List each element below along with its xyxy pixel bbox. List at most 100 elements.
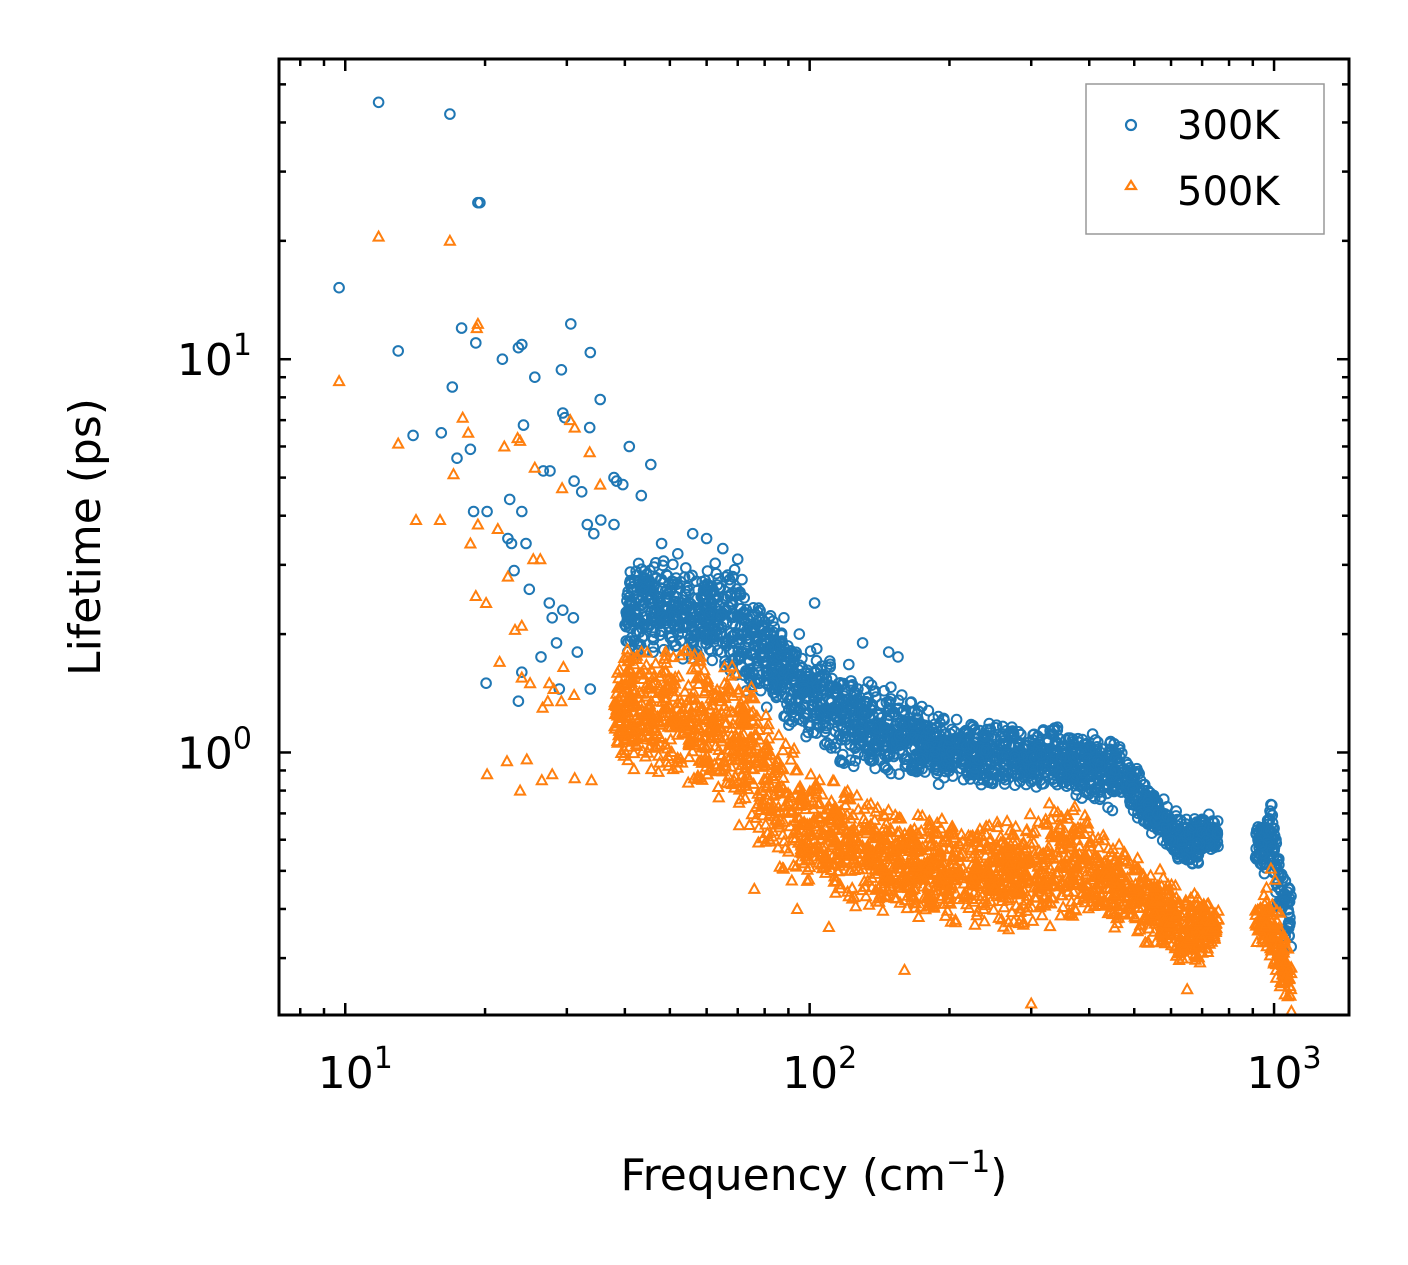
300k-data-point bbox=[746, 679, 759, 691]
300k-data-point bbox=[644, 592, 656, 604]
300k-data-point bbox=[696, 589, 709, 602]
300k-data-point bbox=[565, 318, 577, 330]
300k-data-point bbox=[752, 655, 765, 667]
300k-data-point bbox=[976, 767, 988, 779]
300k-data-point bbox=[594, 393, 607, 406]
300k-data-point bbox=[919, 766, 931, 778]
300k-data-point bbox=[788, 710, 801, 722]
300k-data-point bbox=[568, 475, 580, 487]
300k-data-point bbox=[512, 341, 525, 354]
300k-data-point bbox=[778, 612, 790, 624]
300k-data-point bbox=[517, 419, 530, 431]
300k-data-point bbox=[583, 421, 596, 434]
300k-data-point bbox=[710, 567, 723, 580]
300k-data-point bbox=[703, 643, 716, 656]
300k-data-point bbox=[1183, 828, 1195, 841]
300k-data-point bbox=[703, 608, 716, 620]
300k-data-point bbox=[470, 337, 482, 349]
300k-data-point bbox=[529, 371, 541, 384]
300k-data-point bbox=[1258, 852, 1271, 865]
300k-data-point bbox=[826, 672, 838, 685]
300k-data-point bbox=[661, 595, 673, 608]
300k-data-point bbox=[608, 518, 620, 531]
300k-data-point bbox=[648, 580, 660, 593]
300k-data-point bbox=[661, 583, 674, 596]
300k-data-point bbox=[516, 666, 528, 679]
300k-data-point bbox=[688, 630, 700, 643]
300k-data-point bbox=[505, 537, 518, 550]
300k-data-point bbox=[802, 719, 815, 732]
300k-data-point bbox=[739, 607, 751, 620]
300k-data-point bbox=[983, 717, 996, 730]
300k-data-point bbox=[581, 518, 594, 531]
300k-data-point bbox=[700, 532, 713, 545]
300k-data-point bbox=[1104, 735, 1117, 748]
300k-data-point bbox=[882, 646, 895, 658]
300k-data-point bbox=[804, 645, 817, 658]
300k-data-point bbox=[740, 666, 753, 679]
300k-data-point bbox=[1070, 789, 1082, 801]
300k-data-point bbox=[544, 465, 556, 477]
300k-data-point bbox=[843, 658, 855, 671]
data-points-layer bbox=[332, 96, 1298, 1015]
300k-data-point bbox=[816, 680, 828, 693]
300k-data-point bbox=[808, 597, 821, 609]
300k-data-point bbox=[535, 651, 547, 663]
300k-data-point bbox=[372, 96, 385, 109]
300k-data-point bbox=[686, 527, 699, 540]
300k-data-point bbox=[702, 596, 714, 608]
300k-data-point bbox=[738, 592, 751, 604]
300k-data-point bbox=[645, 458, 657, 471]
300k-data-point bbox=[668, 576, 680, 588]
300k-data-point bbox=[674, 576, 687, 588]
300k-data-point bbox=[932, 778, 945, 791]
300k-data-point bbox=[847, 760, 860, 773]
300k-data-point bbox=[1264, 825, 1277, 837]
300k-data-point bbox=[435, 427, 448, 439]
300k-data-point bbox=[990, 753, 1002, 766]
300k-data-point bbox=[638, 576, 651, 589]
300k-data-point bbox=[523, 583, 536, 596]
300k-data-point bbox=[496, 353, 509, 366]
300k-data-point bbox=[1094, 793, 1106, 806]
300k-data-point bbox=[807, 698, 820, 711]
300k-data-point bbox=[630, 565, 642, 578]
300k-data-point bbox=[1264, 807, 1277, 820]
300k-data-point bbox=[481, 505, 493, 518]
300k-data-point bbox=[1049, 735, 1062, 748]
300k-data-point bbox=[829, 742, 842, 754]
300k-data-point bbox=[1022, 751, 1034, 764]
300k-data-point bbox=[849, 755, 862, 767]
300k-data-point bbox=[992, 770, 1005, 783]
300k-data-point bbox=[455, 322, 468, 334]
300k-data-point bbox=[852, 683, 864, 695]
300k-data-point bbox=[617, 478, 629, 491]
300k-data-point bbox=[588, 527, 600, 540]
300k-data-point bbox=[584, 683, 597, 695]
300k-data-point bbox=[1102, 801, 1114, 814]
300k-data-point bbox=[1257, 823, 1270, 835]
300k-data-point bbox=[503, 493, 516, 506]
300k-data-point bbox=[1191, 851, 1204, 863]
300k-data-point bbox=[811, 642, 823, 655]
300k-data-point bbox=[624, 566, 637, 578]
300k-data-point bbox=[451, 452, 463, 465]
300k-data-point bbox=[1182, 824, 1195, 837]
300k-data-point bbox=[655, 537, 668, 550]
300k-data-point bbox=[829, 725, 842, 738]
300k-data-point bbox=[834, 755, 846, 768]
300k-data-point bbox=[856, 637, 869, 649]
300k-data-point bbox=[1127, 805, 1140, 817]
300k-data-point bbox=[654, 595, 667, 608]
300k-data-point bbox=[464, 443, 477, 456]
300k-data-point bbox=[557, 604, 569, 617]
300k-data-point bbox=[1047, 724, 1060, 737]
300k-data-point bbox=[657, 559, 669, 572]
300k-data-point bbox=[1192, 855, 1204, 868]
300k-data-point bbox=[810, 672, 822, 684]
300k-data-point bbox=[672, 548, 684, 560]
300k-data-point bbox=[793, 628, 806, 640]
300k-data-point bbox=[516, 505, 528, 518]
300k-data-point bbox=[446, 381, 459, 393]
300k-data-point bbox=[1009, 779, 1021, 792]
